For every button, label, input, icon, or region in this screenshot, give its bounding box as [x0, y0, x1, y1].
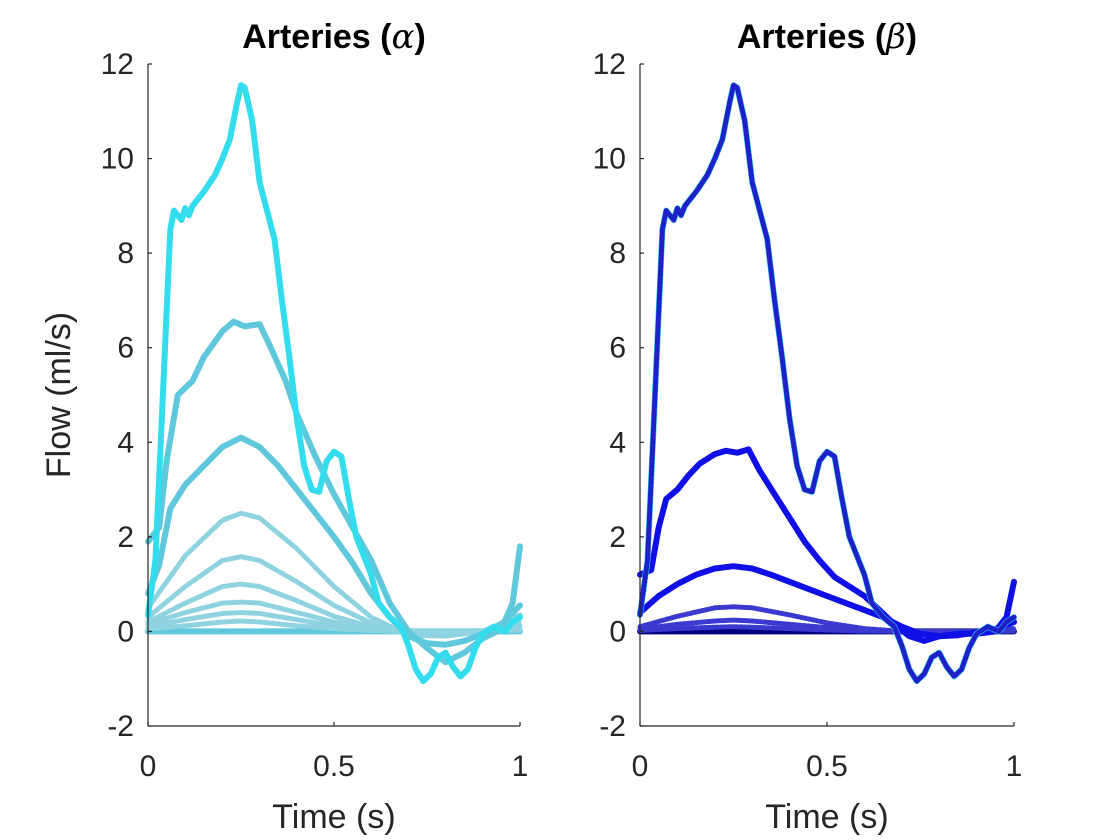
x-tick-label: 0.5 [313, 750, 355, 783]
y-tick-label: 4 [117, 426, 134, 459]
y-tick-label: 8 [117, 237, 134, 270]
x-axis-label: Time (s) [272, 798, 395, 836]
panel-title: Arteries (α) [242, 17, 426, 57]
y-axis-label: Flow (ml/s) [40, 312, 78, 478]
series-line-7 [145, 434, 523, 648]
x-tick-label: 0 [632, 750, 649, 783]
y-tick-label: 4 [609, 426, 626, 459]
y-tick-label: 0 [609, 615, 626, 648]
series-line-3 [637, 604, 1017, 635]
series-line-8 [145, 318, 523, 666]
y-tick-label: 10 [593, 143, 626, 176]
series-line-6 [145, 510, 523, 639]
y-tick-label: 10 [101, 143, 134, 176]
x-tick-label: 0 [140, 750, 157, 783]
x-tick-label: 1 [1006, 750, 1023, 783]
series-line-9 [145, 82, 523, 685]
x-tick-label: 1 [512, 750, 529, 783]
series-line-5 [637, 446, 1017, 644]
y-tick-label: 12 [101, 48, 134, 81]
y-tick-label: 12 [593, 48, 626, 81]
y-tick-label: 0 [117, 615, 134, 648]
panel-title: Arteries (β) [737, 17, 917, 57]
y-tick-label: -2 [107, 710, 134, 743]
y-tick-label: 2 [117, 521, 134, 554]
series-layer [637, 82, 1017, 685]
series-layer [145, 82, 523, 685]
x-axis-label: Time (s) [765, 798, 888, 836]
y-tick-label: 2 [609, 521, 626, 554]
y-tick-label: 6 [609, 332, 626, 365]
y-tick-label: 6 [117, 332, 134, 365]
series-line-7 [637, 82, 1017, 684]
x-tick-label: 0.5 [806, 750, 848, 783]
y-tick-label: 8 [609, 237, 626, 270]
y-tick-label: -2 [599, 710, 626, 743]
